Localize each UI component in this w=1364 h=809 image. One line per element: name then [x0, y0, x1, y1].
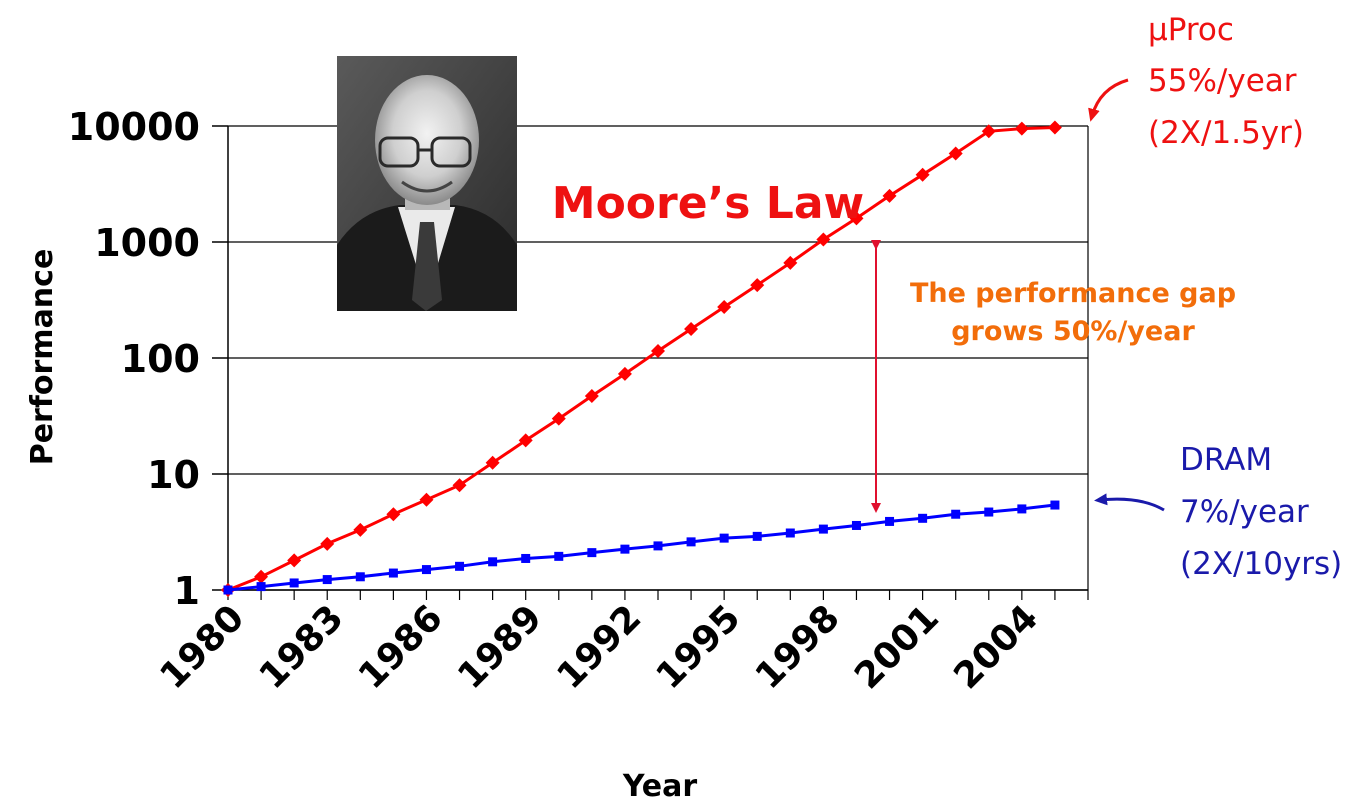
data-point	[584, 389, 599, 404]
data-point	[554, 551, 564, 561]
y-tick-label: 1000	[94, 221, 200, 265]
data-point	[885, 516, 895, 526]
uproc-callout-arrow	[1088, 78, 1129, 122]
data-point	[981, 124, 996, 139]
data-point	[386, 507, 401, 522]
data-point	[984, 507, 994, 517]
data-point	[1014, 121, 1029, 136]
data-point	[455, 561, 465, 571]
data-point	[617, 366, 632, 381]
data-point	[785, 528, 795, 538]
data-point	[256, 582, 266, 592]
data-point	[421, 565, 431, 575]
x-tick-label: 2001	[847, 597, 947, 697]
y-tick-labels: 1 10 100 1000 10000	[68, 105, 200, 613]
data-point	[521, 553, 531, 563]
x-axis-title: Year	[622, 769, 698, 804]
uproc-label-line2: 55%/year	[1148, 63, 1297, 99]
data-point	[651, 343, 665, 358]
series-line	[227, 126, 1055, 592]
series-dram	[223, 500, 1060, 595]
y-axis-title: Performance	[25, 249, 60, 466]
moores-law-label: Moore’s Law	[552, 178, 864, 229]
data-point	[816, 232, 831, 247]
x-tick-label: 1980	[153, 597, 253, 697]
data-point	[452, 478, 467, 493]
data-point	[882, 188, 897, 203]
data-point	[1050, 500, 1060, 510]
y-tick-label: 10000	[68, 105, 200, 149]
x-tick-labels: 1980 1983 1986 1989 1992 1995 1998 2001 2004	[153, 597, 1047, 697]
gap-text-line1: The performance gap	[910, 278, 1236, 309]
data-point	[915, 167, 930, 182]
data-point	[1047, 120, 1062, 135]
data-point	[750, 278, 765, 293]
data-point	[485, 455, 500, 470]
data-point	[355, 572, 365, 582]
data-point	[717, 300, 732, 315]
data-point	[849, 211, 864, 226]
x-tick-label: 1983	[252, 597, 352, 697]
data-point	[752, 531, 762, 541]
data-point	[320, 536, 335, 551]
data-point	[818, 524, 828, 534]
y-tick-label: 1	[174, 569, 200, 613]
data-point	[353, 522, 368, 537]
series-line	[227, 503, 1056, 592]
data-point	[783, 255, 798, 270]
data-point	[518, 433, 533, 448]
data-point	[851, 520, 861, 530]
data-point	[620, 544, 630, 554]
data-point	[254, 569, 269, 584]
data-point	[223, 585, 233, 595]
y-tick-label: 100	[121, 337, 200, 381]
x-tick-label: 1992	[549, 597, 649, 697]
data-point	[951, 509, 961, 519]
data-point	[719, 533, 729, 543]
data-point	[918, 513, 928, 523]
gap-text-line2: grows 50%/year	[951, 316, 1195, 347]
series-layer	[221, 120, 1062, 597]
x-tick-label: 2004	[946, 597, 1046, 697]
dram-label-line2: 7%/year	[1180, 494, 1309, 530]
series-proc	[221, 120, 1062, 597]
data-point	[587, 548, 597, 558]
data-point	[684, 321, 699, 336]
x-tick-label: 1998	[748, 597, 848, 697]
data-point	[653, 541, 663, 551]
dram-callout-arrow	[1094, 493, 1165, 512]
uproc-label-line1: µProc	[1148, 12, 1234, 48]
x-tick-label: 1989	[450, 597, 550, 697]
x-tick-label: 1995	[649, 597, 749, 697]
uproc-label-line3: (2X/1.5yr)	[1148, 115, 1304, 151]
data-point	[551, 411, 566, 426]
y-tick-label: 10	[147, 453, 200, 497]
portrait-photo	[337, 56, 517, 311]
data-point	[388, 568, 398, 578]
data-point	[948, 146, 963, 161]
dram-label-line1: DRAM	[1180, 442, 1272, 478]
axes	[212, 125, 1089, 600]
data-point	[287, 553, 302, 568]
data-point	[289, 578, 299, 588]
data-point	[488, 557, 498, 567]
data-point	[1017, 504, 1027, 514]
data-point	[686, 537, 696, 547]
x-tick-label: 1986	[351, 597, 451, 697]
data-point	[419, 492, 434, 507]
data-point	[322, 575, 332, 585]
dram-label-line3: (2X/10yrs)	[1180, 546, 1342, 582]
